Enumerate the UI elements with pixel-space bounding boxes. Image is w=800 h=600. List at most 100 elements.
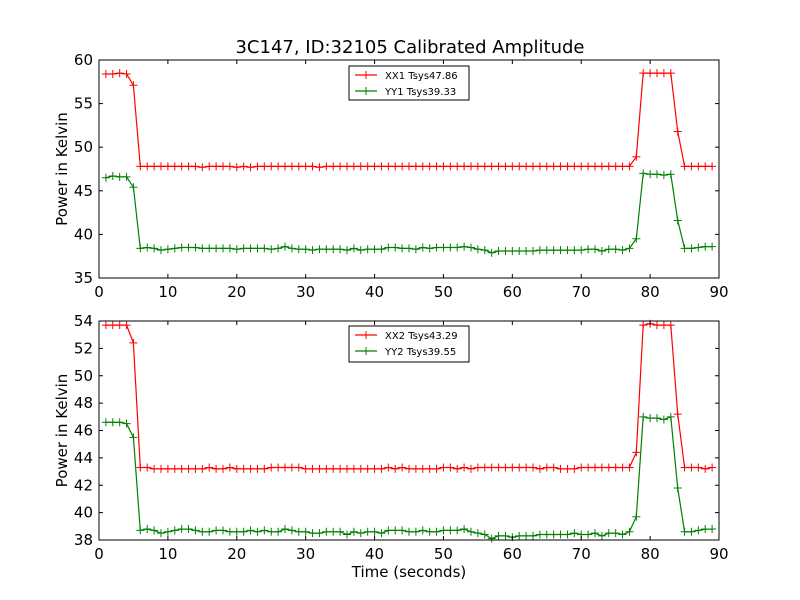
data-point [191, 243, 200, 252]
data-point [666, 412, 675, 421]
data-point [487, 534, 496, 543]
data-point [542, 463, 551, 472]
x-tick-label: 30 [296, 545, 315, 563]
data-point [494, 162, 503, 171]
data-point [604, 463, 613, 472]
data-point [163, 464, 172, 473]
data-point [522, 531, 531, 540]
data-point [170, 244, 179, 253]
x-tick-label: 80 [641, 283, 660, 301]
data-point [343, 530, 351, 539]
x-tick-label: 20 [227, 283, 246, 301]
y-tick-label: 35 [74, 269, 93, 287]
data-point [646, 69, 655, 78]
data-point [322, 245, 331, 254]
data-point [487, 463, 496, 472]
data-point [480, 162, 489, 171]
legend-entry: YY2 Tsys39.55 [384, 347, 456, 358]
data-point [322, 464, 331, 473]
data-point [260, 526, 269, 535]
data-point [225, 527, 234, 536]
data-point [363, 162, 372, 171]
data-point [473, 245, 482, 254]
data-point [473, 162, 482, 171]
data-point [425, 527, 434, 536]
data-point [659, 415, 668, 424]
data-point [384, 526, 393, 535]
data-point [150, 244, 159, 253]
data-point [122, 172, 131, 181]
data-point [411, 245, 420, 254]
data-point [108, 171, 117, 180]
series-red [101, 69, 717, 172]
data-point [219, 244, 227, 253]
data-point [253, 464, 262, 473]
data-point [418, 464, 427, 473]
data-point [370, 527, 379, 536]
data-point [597, 246, 606, 255]
x-tick-label: 80 [641, 545, 660, 563]
data-point [632, 234, 641, 243]
data-point [515, 531, 524, 540]
series-green [101, 169, 717, 257]
data-point [349, 244, 358, 253]
data-point [239, 464, 248, 473]
data-point [425, 464, 434, 473]
data-point [246, 526, 255, 535]
x-tick-label: 40 [365, 545, 384, 563]
legend-marker [362, 71, 370, 79]
data-point [556, 464, 565, 473]
data-point [646, 170, 655, 179]
data-point [232, 245, 241, 254]
data-point [584, 162, 593, 171]
data-point [157, 162, 165, 171]
data-point [653, 414, 661, 423]
legend: XX2 Tsys43.29 YY2 Tsys39.55 [348, 325, 470, 363]
data-point [253, 527, 262, 536]
data-point [542, 246, 551, 255]
bottom-panel: 0 10 20 30 40 50 60 70 80 90 38 40 42 44 46 48 50 52 54 Pow… [53, 312, 729, 581]
data-point [281, 242, 289, 251]
data-point [184, 162, 193, 171]
data-point [666, 69, 675, 78]
data-point [411, 162, 420, 171]
data-point [639, 69, 648, 78]
data-point [460, 525, 469, 534]
data-point [343, 464, 351, 473]
legend-entry: XX1 Tsys47.86 [385, 71, 458, 82]
data-point [329, 527, 338, 536]
data-point [411, 464, 420, 473]
data-point [308, 162, 317, 171]
y-tick-label: 52 [74, 339, 93, 357]
data-point [163, 527, 172, 536]
data-point [577, 162, 586, 171]
data-point [308, 529, 317, 538]
x-tick-label: 50 [434, 283, 453, 301]
data-point [294, 527, 303, 536]
data-point [591, 529, 599, 538]
data-point [680, 527, 689, 536]
data-point [267, 245, 276, 254]
data-point [549, 530, 558, 539]
data-point [556, 162, 565, 171]
data-point [411, 527, 420, 536]
data-point [591, 162, 599, 171]
data-point [349, 527, 358, 536]
data-point [701, 242, 710, 251]
data-point [529, 246, 537, 255]
data-point [356, 162, 365, 171]
data-point [343, 246, 351, 255]
data-point [701, 464, 710, 473]
data-point [625, 244, 634, 253]
data-point [136, 244, 145, 253]
data-point [473, 463, 482, 472]
data-point [508, 162, 517, 171]
data-point [281, 463, 289, 472]
data-point [274, 527, 283, 536]
data-point [219, 526, 227, 535]
data-point [191, 526, 200, 535]
legend-marker [362, 331, 370, 339]
data-point [405, 162, 413, 171]
data-point [467, 162, 475, 171]
